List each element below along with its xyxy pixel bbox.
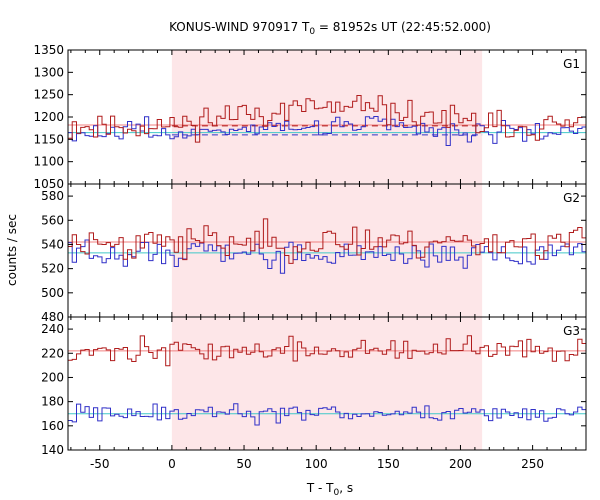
y-tick-label: 1200 — [33, 110, 64, 124]
x-tick-label: 50 — [236, 457, 251, 471]
x-tick-label: 150 — [377, 457, 400, 471]
svg-text:counts / sec: counts / sec — [5, 214, 19, 286]
y-tick-label: 160 — [41, 419, 64, 433]
high-energy-curve — [68, 95, 586, 143]
y-tick-label: 220 — [41, 346, 64, 360]
y-tick-label: 1300 — [33, 65, 64, 79]
svg-text:KONUS-WIND 970917 T0 = 81952s: KONUS-WIND 970917 T0 = 81952s UT (22:45:… — [169, 20, 491, 37]
y-tick-label: 1050 — [33, 177, 64, 191]
y-tick-label: 540 — [41, 237, 64, 251]
y-tick-label: 500 — [41, 286, 64, 300]
panels-group: 1050110011501200125013001350G14805005205… — [33, 43, 587, 471]
x-tick-label: 200 — [449, 457, 472, 471]
y-tick-label: 1350 — [33, 43, 64, 57]
highlight-band — [171, 50, 483, 184]
x-axis-label: T - T0, s — [306, 481, 353, 498]
low-energy-curve — [68, 116, 586, 146]
y-tick-label: 1100 — [33, 155, 64, 169]
panel-frame — [67, 316, 587, 451]
y-tick-label: 480 — [41, 310, 64, 324]
high-energy-curve — [68, 218, 586, 264]
y-tick-label: 1250 — [33, 88, 64, 102]
panel-label: G1 — [563, 57, 580, 71]
panel-g3: 140 160 180 200 220 240 G3 — [41, 316, 587, 457]
y-tick-label: 560 — [41, 213, 64, 227]
x-tick-label: 0 — [168, 457, 176, 471]
y-axis-label: counts / sec — [5, 214, 19, 286]
panel-label: G2 — [563, 191, 580, 205]
y-tick-label: 240 — [41, 322, 64, 336]
low-energy-curve — [68, 403, 586, 426]
high-energy-curve — [68, 335, 586, 367]
highlight-band — [171, 317, 483, 450]
chart-title: KONUS-WIND 970917 T0 = 81952s UT (22:45:… — [169, 20, 491, 37]
y-tick-label: 180 — [41, 395, 64, 409]
panel-g2: 480 500 520 540 560 580 G2 — [41, 183, 587, 324]
panel-label: G3 — [563, 324, 580, 338]
y-tick-label: 140 — [41, 443, 64, 457]
svg-text:T - T0, s: T - T0, s — [306, 481, 353, 498]
x-tick-label: 250 — [521, 457, 544, 471]
y-tick-label: 580 — [41, 189, 64, 203]
y-tick-label: 1150 — [33, 132, 64, 146]
y-tick-label: 520 — [41, 262, 64, 276]
x-tick-label: -50 — [90, 457, 110, 471]
x-tick-label: 100 — [305, 457, 328, 471]
panel-g1: 1050 1100 1150 1200 1250 1300 1350 G1 — [33, 43, 587, 191]
highlight-band — [171, 184, 483, 317]
y-tick-label: 200 — [41, 370, 64, 384]
